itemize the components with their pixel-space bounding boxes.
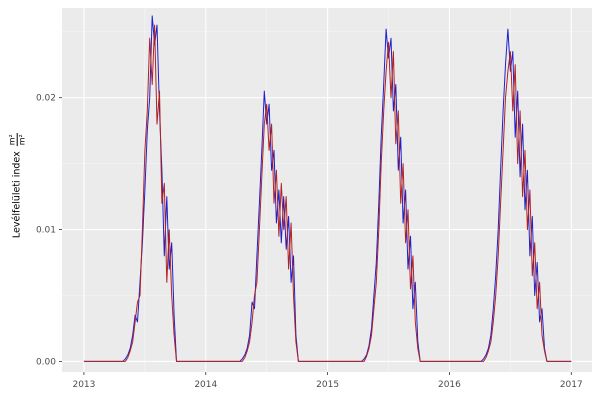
- x-tick-label: 2014: [194, 380, 217, 390]
- x-tick-label: 2015: [316, 380, 339, 390]
- y-tick-label: 0.00: [36, 357, 56, 367]
- x-tick-label: 2016: [438, 380, 461, 390]
- y-tick-label: 0.02: [36, 94, 56, 104]
- plot-panel: [62, 8, 592, 372]
- y-tick-label: 0.01: [36, 226, 56, 236]
- series-line-darkred: [83, 24, 572, 362]
- x-tick-label: 2017: [560, 380, 583, 390]
- x-tick-label: 2013: [72, 380, 95, 390]
